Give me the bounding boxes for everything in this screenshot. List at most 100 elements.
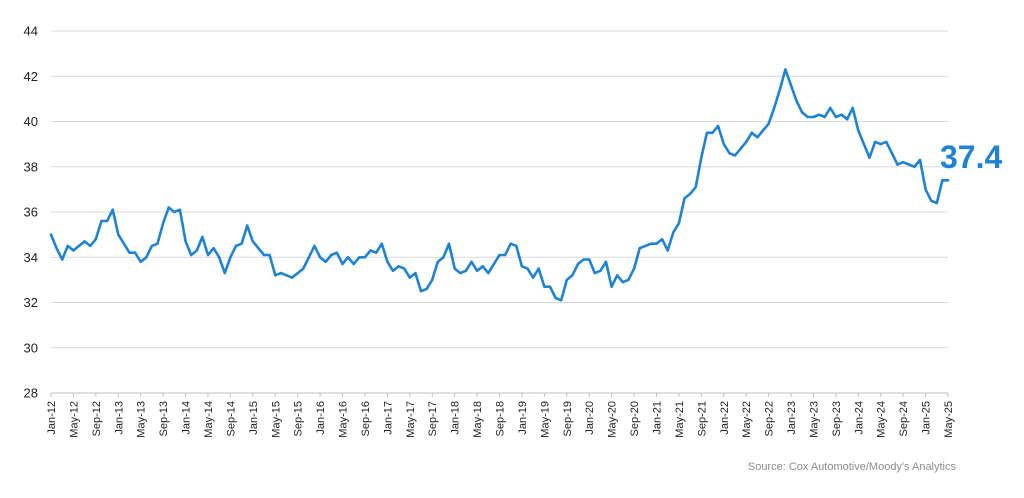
- data-point: [756, 136, 759, 139]
- data-point: [773, 106, 776, 110]
- data-point: [565, 278, 568, 282]
- x-tick-label: Sep-16: [360, 401, 372, 436]
- y-tick-label: 32: [24, 295, 38, 310]
- data-point: [537, 267, 540, 270]
- x-tick-label: Sep-17: [427, 401, 439, 436]
- data-point: [419, 290, 423, 293]
- data-point: [195, 249, 198, 252]
- data-point: [913, 165, 916, 168]
- y-tick-label: 38: [24, 159, 38, 174]
- data-point: [117, 233, 120, 236]
- data-point: [722, 142, 725, 146]
- data-point: [296, 271, 299, 275]
- data-point: [487, 271, 490, 275]
- data-point: [750, 131, 753, 134]
- data-point: [453, 267, 456, 270]
- x-tick-label: Sep-24: [898, 401, 910, 436]
- data-point: [425, 287, 428, 291]
- data-point: [683, 197, 686, 200]
- x-tick-label: May-12: [68, 401, 80, 438]
- data-point: [851, 106, 854, 110]
- data-point: [318, 256, 322, 259]
- x-tick-label: Jan-22: [719, 401, 731, 435]
- data-point: [133, 251, 137, 254]
- x-tick-label: May-24: [876, 401, 888, 438]
- data-point: [111, 208, 114, 211]
- data-point: [77, 244, 81, 248]
- data-point: [251, 240, 254, 243]
- x-tick-label: Sep-19: [562, 401, 574, 436]
- data-point: [145, 256, 148, 259]
- x-tick-label: May-25: [943, 401, 955, 438]
- data-point: [795, 99, 798, 103]
- data-point: [834, 115, 838, 119]
- data-point: [470, 260, 473, 263]
- data-point: [167, 206, 170, 209]
- data-point: [397, 265, 400, 268]
- x-tick-label: Jan-21: [651, 401, 663, 435]
- data-point: [414, 271, 417, 275]
- data-point: [274, 274, 277, 277]
- y-axis: 28 30 32 34 36 38 40 42 44: [24, 24, 38, 401]
- data-point: [638, 247, 641, 250]
- data-point: [672, 231, 675, 234]
- data-point: [431, 278, 434, 282]
- data-point: [335, 251, 339, 254]
- data-point: [363, 256, 367, 259]
- data-point: [560, 299, 563, 302]
- data-point: [206, 253, 210, 257]
- data-point: [481, 265, 484, 268]
- data-point: [201, 235, 204, 239]
- x-tick-label: Sep-23: [831, 401, 843, 436]
- x-tick-label: Jan-15: [248, 401, 260, 435]
- x-axis: Jan-12 May-12 Sep-12 Jan-13 May-13 Sep-13 Jan-…: [46, 393, 955, 438]
- data-point: [447, 242, 451, 245]
- x-tick-label: Jan-23: [786, 401, 798, 435]
- y-tick-label: 30: [24, 340, 38, 355]
- data-point: [324, 260, 327, 263]
- data-point: [543, 285, 546, 288]
- data-point: [924, 188, 927, 191]
- data-point: [184, 240, 187, 243]
- data-point: [930, 199, 933, 202]
- data-point: [105, 219, 109, 223]
- data-point: [403, 267, 406, 270]
- data-point: [161, 222, 165, 225]
- data-point: [240, 242, 243, 245]
- data-point: [739, 147, 742, 150]
- last-value-label: 37.4: [940, 139, 1002, 175]
- data-point: [548, 285, 552, 288]
- data-point: [352, 262, 355, 266]
- data-point: [307, 256, 311, 259]
- x-tick-label: Jan-14: [181, 401, 193, 435]
- data-point: [632, 267, 636, 270]
- source-note: Source: Cox Automotive/Moody's Analytics: [747, 461, 956, 473]
- x-tick-label: May-15: [270, 401, 282, 438]
- data-point: [380, 242, 383, 245]
- data-point: [666, 249, 669, 252]
- data-point: [520, 265, 524, 268]
- data-point: [330, 253, 333, 257]
- data-point: [789, 84, 793, 87]
- data-point: [229, 256, 232, 259]
- data-point: [55, 247, 58, 250]
- data-point: [139, 260, 142, 263]
- series-layer: [49, 68, 950, 302]
- x-tick-label: Sep-13: [158, 401, 170, 436]
- x-tick-label: Sep-20: [629, 401, 641, 436]
- data-point: [627, 278, 630, 282]
- data-point: [150, 244, 154, 248]
- data-point: [705, 131, 709, 134]
- x-tick-label: Jan-18: [450, 401, 462, 435]
- data-point: [873, 140, 877, 144]
- data-point: [223, 271, 226, 275]
- data-point: [475, 269, 479, 272]
- data-point: [728, 152, 731, 155]
- x-tick-label: Jan-25: [921, 401, 933, 435]
- data-point: [918, 158, 922, 162]
- data-point: [61, 258, 64, 261]
- x-tick-label: Sep-12: [91, 401, 103, 436]
- y-tick-label: 40: [24, 114, 38, 129]
- data-point: [313, 244, 316, 248]
